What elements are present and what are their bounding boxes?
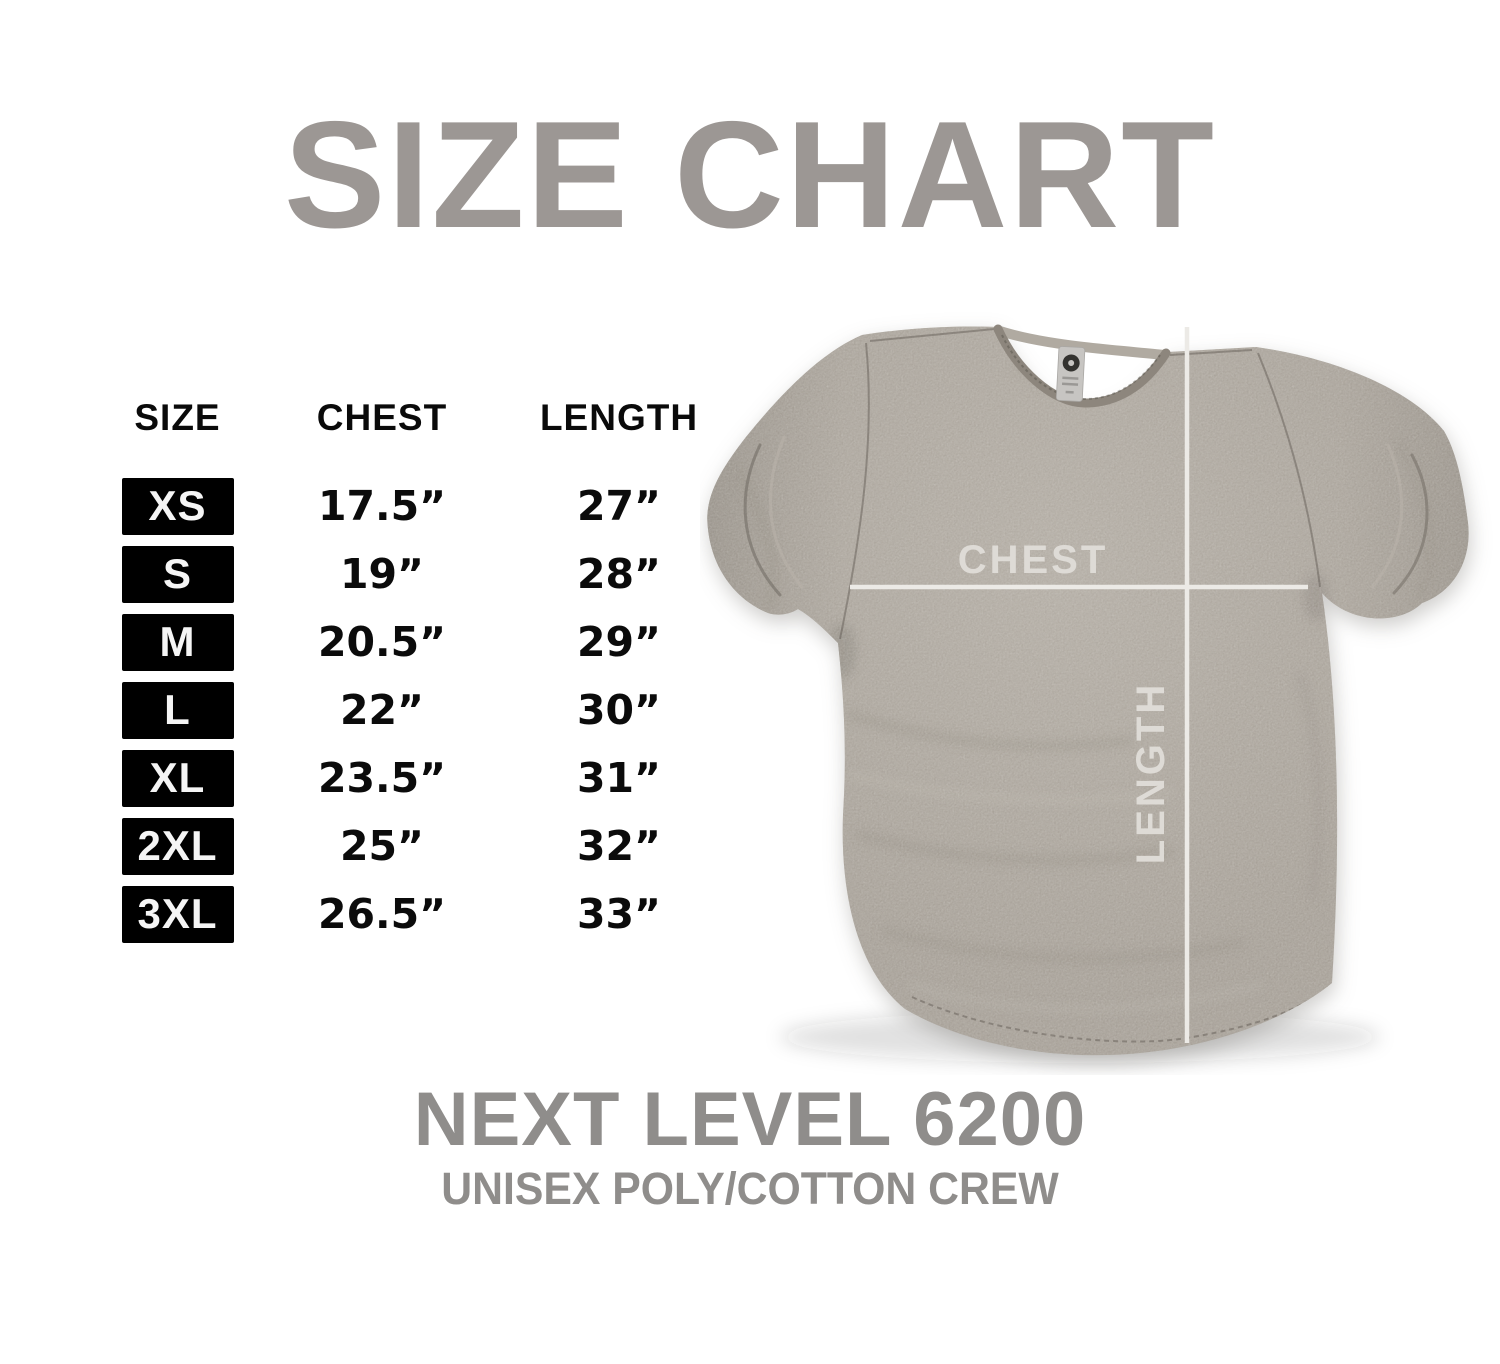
- chest-value: 23.5”: [317, 754, 447, 802]
- size-badge: 2XL: [121, 817, 234, 875]
- chest-value: 22”: [339, 686, 424, 734]
- page-title: SIZE CHART: [284, 90, 1216, 260]
- chest-value: 17.5”: [317, 482, 447, 530]
- length-value: 27”: [576, 482, 661, 530]
- length-value: 33”: [576, 890, 661, 938]
- column-header-length: LENGTH: [539, 397, 699, 438]
- column-header-chest: CHEST: [316, 397, 448, 438]
- size-badge: 3XL: [121, 885, 234, 943]
- fabric-texture: [707, 326, 1469, 1056]
- size-badge: S: [121, 545, 234, 603]
- length-label: LENGTH: [1129, 682, 1173, 864]
- brand-neck-label: [1055, 346, 1086, 402]
- product-style: UNISEX POLY/COTTON CREW: [441, 1163, 1059, 1214]
- product-name: NEXT LEVEL 6200: [413, 1077, 1087, 1162]
- chest-value: 20.5”: [317, 618, 447, 666]
- seam-stitching: [839, 328, 1329, 1043]
- chest-value: 25”: [339, 822, 424, 870]
- chest-value: 26.5”: [317, 890, 447, 938]
- size-badge: XL: [121, 749, 234, 807]
- size-badge: M: [121, 613, 234, 671]
- size-badge: L: [121, 681, 234, 739]
- size-badge: XS: [121, 477, 234, 535]
- size-table-header: SIZE CHEST LENGTH: [110, 396, 719, 440]
- collar: [993, 324, 1171, 408]
- length-value: 32”: [576, 822, 661, 870]
- chest-label: CHEST: [958, 538, 1109, 582]
- column-header-size: SIZE: [134, 397, 221, 438]
- size-table: XS 17.5” 27” S 19” 28” M 20.5” 29” L 22”…: [110, 472, 719, 948]
- rolled-cuffs: [743, 435, 1429, 597]
- length-value: 28”: [576, 550, 661, 598]
- length-value: 31”: [576, 754, 661, 802]
- tshirt-photo: CHEST LENGTH: [707, 324, 1469, 1063]
- length-value: 29”: [576, 618, 661, 666]
- chest-value: 19”: [339, 550, 424, 598]
- length-value: 30”: [576, 686, 661, 734]
